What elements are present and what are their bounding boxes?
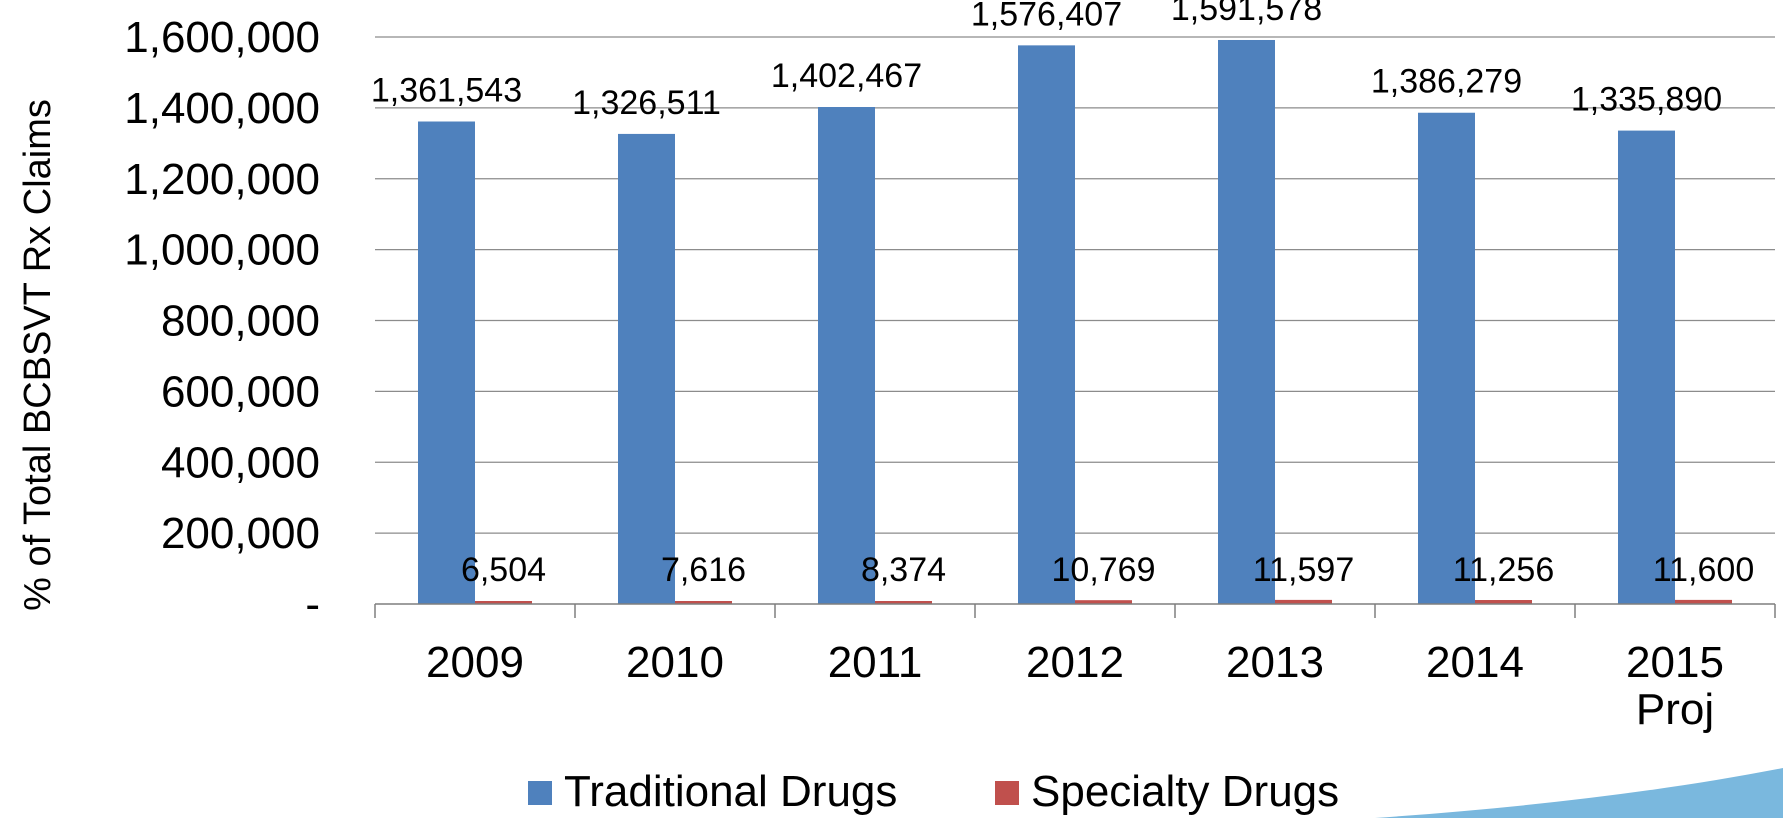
axes: - 200,000 400,000 600,000 800,000 1,000,000 1,…	[124, 13, 1776, 734]
bar-specialty	[875, 601, 932, 604]
data-label: 11,256	[1453, 551, 1554, 589]
bar-traditional	[1418, 112, 1475, 605]
data-label: 1,402,467	[771, 57, 922, 95]
bar-traditional	[618, 133, 675, 604]
y-tick-label: 800,000	[161, 297, 320, 346]
bar-specialty	[1075, 600, 1132, 604]
data-label: 1,326,511	[572, 84, 721, 122]
data-label: 6,504	[461, 551, 546, 589]
y-axis-title: % of Total BCBSVT Rx Claims	[17, 99, 59, 611]
legend-label: Traditional Drugs	[564, 767, 897, 816]
bar-specialty	[475, 601, 532, 604]
y-tick-label: 1,600,000	[124, 13, 320, 62]
legend: Traditional Drugs Specialty Drugs	[528, 767, 1339, 816]
y-tick-label: 400,000	[161, 438, 320, 487]
legend-label: Specialty Drugs	[1031, 767, 1339, 816]
x-tick-label: 2009	[426, 638, 524, 687]
data-label: 1,591,578	[1171, 0, 1322, 28]
y-tick-label: 200,000	[161, 509, 320, 558]
y-tick-label: 1,200,000	[124, 155, 320, 204]
x-tick-label: 2010	[626, 638, 724, 687]
bar-traditional	[1218, 39, 1275, 604]
bar-traditional	[818, 107, 875, 604]
bar-traditional	[1618, 130, 1675, 604]
bar-specialty	[1475, 600, 1532, 604]
x-tick-label: Proj	[1636, 685, 1714, 734]
bar-traditional	[418, 121, 475, 604]
y-tick-label: -	[305, 580, 320, 629]
data-label: 1,335,890	[1571, 81, 1722, 119]
data-label: 1,386,279	[1371, 63, 1522, 101]
data-label: 8,374	[861, 551, 946, 589]
data-label: 1,361,543	[371, 72, 522, 110]
y-tick-label: 600,000	[161, 367, 320, 416]
x-tick-label: 2011	[828, 638, 923, 687]
data-label: 1,576,407	[971, 0, 1122, 33]
bar-traditional	[1018, 45, 1075, 604]
x-tick-label: 2015	[1626, 638, 1724, 687]
x-tick-label: 2013	[1226, 638, 1324, 687]
legend-swatch-traditional	[528, 781, 552, 805]
y-tick-label: 1,000,000	[124, 226, 320, 275]
data-label: 7,616	[661, 551, 746, 589]
corner-decoration	[1375, 768, 1783, 818]
accent-swoosh	[1375, 768, 1783, 818]
bar-specialty	[1275, 599, 1332, 604]
data-label: 11,600	[1653, 551, 1754, 589]
x-tick-label: 2012	[1026, 638, 1124, 687]
data-label: 10,769	[1052, 551, 1156, 589]
legend-swatch-specialty	[995, 781, 1019, 805]
data-label: 11,597	[1253, 551, 1354, 589]
data-labels: 1,361,543 6,504 1,326,511 7,616 1,402,467 8,3…	[371, 0, 1754, 589]
bar-specialty	[1675, 599, 1732, 604]
y-tick-label: 1,400,000	[124, 84, 320, 133]
x-tick-label: 2014	[1426, 638, 1524, 687]
bars	[418, 39, 1732, 605]
bar-specialty	[675, 601, 732, 604]
